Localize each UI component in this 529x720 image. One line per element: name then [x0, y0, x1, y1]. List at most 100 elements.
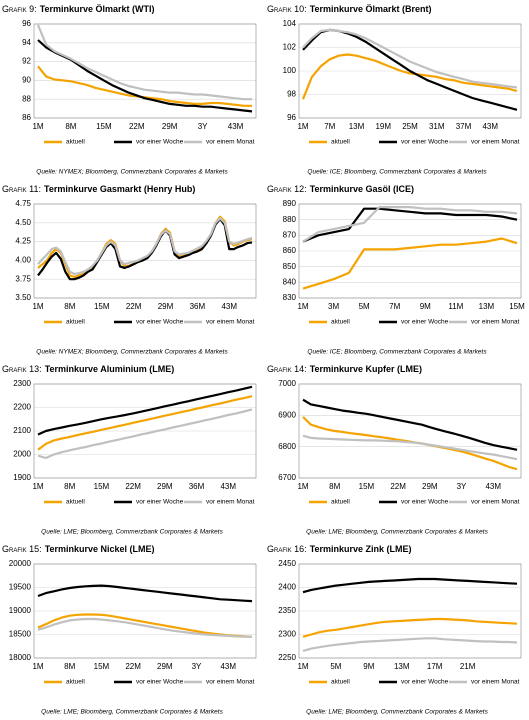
legend-label: vor einer Woche	[136, 679, 184, 686]
y-tick-label: 3.75	[15, 274, 31, 283]
legend-label: vor einem Monat	[471, 499, 520, 506]
x-tick-label: 25M	[402, 122, 418, 131]
x-tick-label: 7M	[389, 302, 400, 311]
x-tick-label: 22M	[125, 482, 141, 491]
series-line	[37, 65, 252, 107]
chart-title: Grafik 12: Terminkurve Gasöl (ICE)	[267, 184, 414, 194]
y-tick-label: 2250	[278, 653, 296, 662]
chart-label: Grafik 9:	[2, 4, 37, 14]
y-tick-label: 20000	[9, 559, 32, 568]
x-tick-label: 29M	[157, 482, 173, 491]
source-note: Quelle: LME; Bloomberg, Commerzbank Corp…	[306, 529, 488, 536]
series-line	[37, 617, 253, 638]
chart-panel: Grafik 12: Terminkurve Gasöl (ICE) 830 840 8…	[267, 184, 525, 355]
legend-label: aktuell	[66, 319, 85, 326]
x-tick-label: 1M	[297, 122, 308, 131]
series-line	[37, 217, 253, 275]
chart-title-text: Terminkurve Aluminium (LME)	[45, 364, 175, 374]
y-tick-label: 4.50	[15, 218, 31, 227]
x-tick-label: 36M	[190, 302, 206, 311]
y-tick-label: 96	[22, 19, 31, 28]
x-tick-label: 1M	[32, 302, 43, 311]
y-tick-label: 88	[22, 94, 31, 103]
x-tick-label: 9M	[363, 662, 374, 671]
y-tick-label: 2000	[13, 450, 31, 459]
y-tick-label: 2200	[13, 403, 31, 412]
y-tick-label: 19000	[9, 606, 32, 615]
x-tick-label: 43M	[220, 662, 236, 671]
x-tick-label: 15M	[96, 122, 112, 131]
legend-label: aktuell	[66, 139, 85, 146]
x-tick-label: 36M	[189, 482, 205, 491]
chart-label: Grafik 15:	[2, 544, 42, 554]
y-tick-label: 6700	[278, 473, 296, 482]
plot-frame	[298, 383, 522, 479]
series-line	[302, 617, 518, 638]
legend-label: aktuell	[331, 319, 350, 326]
x-tick-label: 15M	[94, 302, 110, 311]
legend-label: vor einer Woche	[136, 139, 184, 146]
x-tick-label: 5M	[330, 662, 341, 671]
chart-label: Grafik 11:	[2, 184, 41, 194]
series-line	[37, 408, 253, 460]
plot-frame	[298, 203, 522, 299]
y-tick-label: 102	[283, 43, 297, 52]
legend-label: vor einer Woche	[136, 499, 184, 506]
series-line	[302, 577, 518, 594]
legend-label: vor einer Woche	[401, 499, 449, 506]
y-tick-label: 840	[283, 277, 297, 286]
x-tick-label: 8M	[64, 662, 75, 671]
chart-title-text: Terminkurve Ölmarkt (Brent)	[310, 4, 432, 14]
chart-title: Grafik 16: Terminkurve Zink (LME)	[267, 544, 412, 554]
x-tick-label: 5M	[359, 302, 370, 311]
source-note: Quelle: LME; Bloomberg, Commerzbank Corp…	[41, 529, 223, 536]
chart-panel: Grafik 10: Terminkurve Ölmarkt (Brent) 96 9…	[267, 4, 522, 176]
series-line	[37, 385, 253, 436]
legend-label: vor einer Woche	[401, 319, 449, 326]
legend-label: aktuell	[66, 499, 85, 506]
x-tick-label: 13M	[394, 662, 410, 671]
legend-label: vor einem Monat	[206, 499, 255, 506]
y-tick-label: 2300	[13, 379, 31, 388]
x-tick-label: 3Y	[198, 122, 208, 131]
y-tick-label: 890	[283, 199, 297, 208]
x-tick-label: 19M	[375, 122, 391, 131]
x-tick-label: 22M	[129, 122, 145, 131]
x-tick-label: 43M	[220, 482, 236, 491]
series-line	[302, 398, 518, 451]
x-tick-label: 1M	[297, 662, 308, 671]
plot-frame	[33, 563, 257, 659]
chart-title: Grafik 10: Terminkurve Ölmarkt (Brent)	[267, 4, 432, 14]
x-tick-label: 43M	[228, 122, 244, 131]
chart-panel: Grafik 16: Terminkurve Zink (LME) 2250 2300…	[267, 544, 522, 716]
series-line	[36, 24, 252, 101]
series-line	[302, 434, 518, 461]
y-tick-label: 6900	[278, 410, 296, 419]
y-tick-label: 3.50	[15, 293, 31, 302]
chart-label: Grafik 10:	[267, 4, 307, 14]
x-tick-label: 22M	[125, 662, 141, 671]
series-line	[302, 207, 518, 243]
legend-label: vor einer Woche	[136, 319, 184, 326]
y-tick-label: 2450	[278, 559, 296, 568]
chart-label: Grafik 14:	[267, 364, 307, 374]
y-tick-label: 90	[22, 76, 31, 85]
legend-label: vor einem Monat	[471, 139, 520, 146]
series-line	[37, 39, 253, 113]
legend-label: aktuell	[331, 139, 350, 146]
y-tick-label: 880	[283, 215, 297, 224]
legend-label: vor einem Monat	[206, 139, 255, 146]
series-line	[301, 53, 518, 100]
y-tick-label: 19500	[9, 583, 32, 592]
y-tick-label: 6800	[278, 442, 296, 451]
legend-label: vor einem Monat	[471, 319, 520, 326]
x-tick-label: 9M	[420, 302, 431, 311]
chart-panel: Grafik 15: Terminkurve Nickel (LME)180001…	[2, 544, 257, 716]
x-tick-label: 13M	[349, 122, 365, 131]
legend-label: vor einer Woche	[401, 679, 449, 686]
y-tick-label: 4.00	[15, 256, 31, 265]
x-tick-label: 1M	[297, 482, 308, 491]
y-tick-label: 94	[22, 38, 31, 47]
legend-label: aktuell	[331, 679, 350, 686]
x-tick-label: 22M	[390, 482, 406, 491]
